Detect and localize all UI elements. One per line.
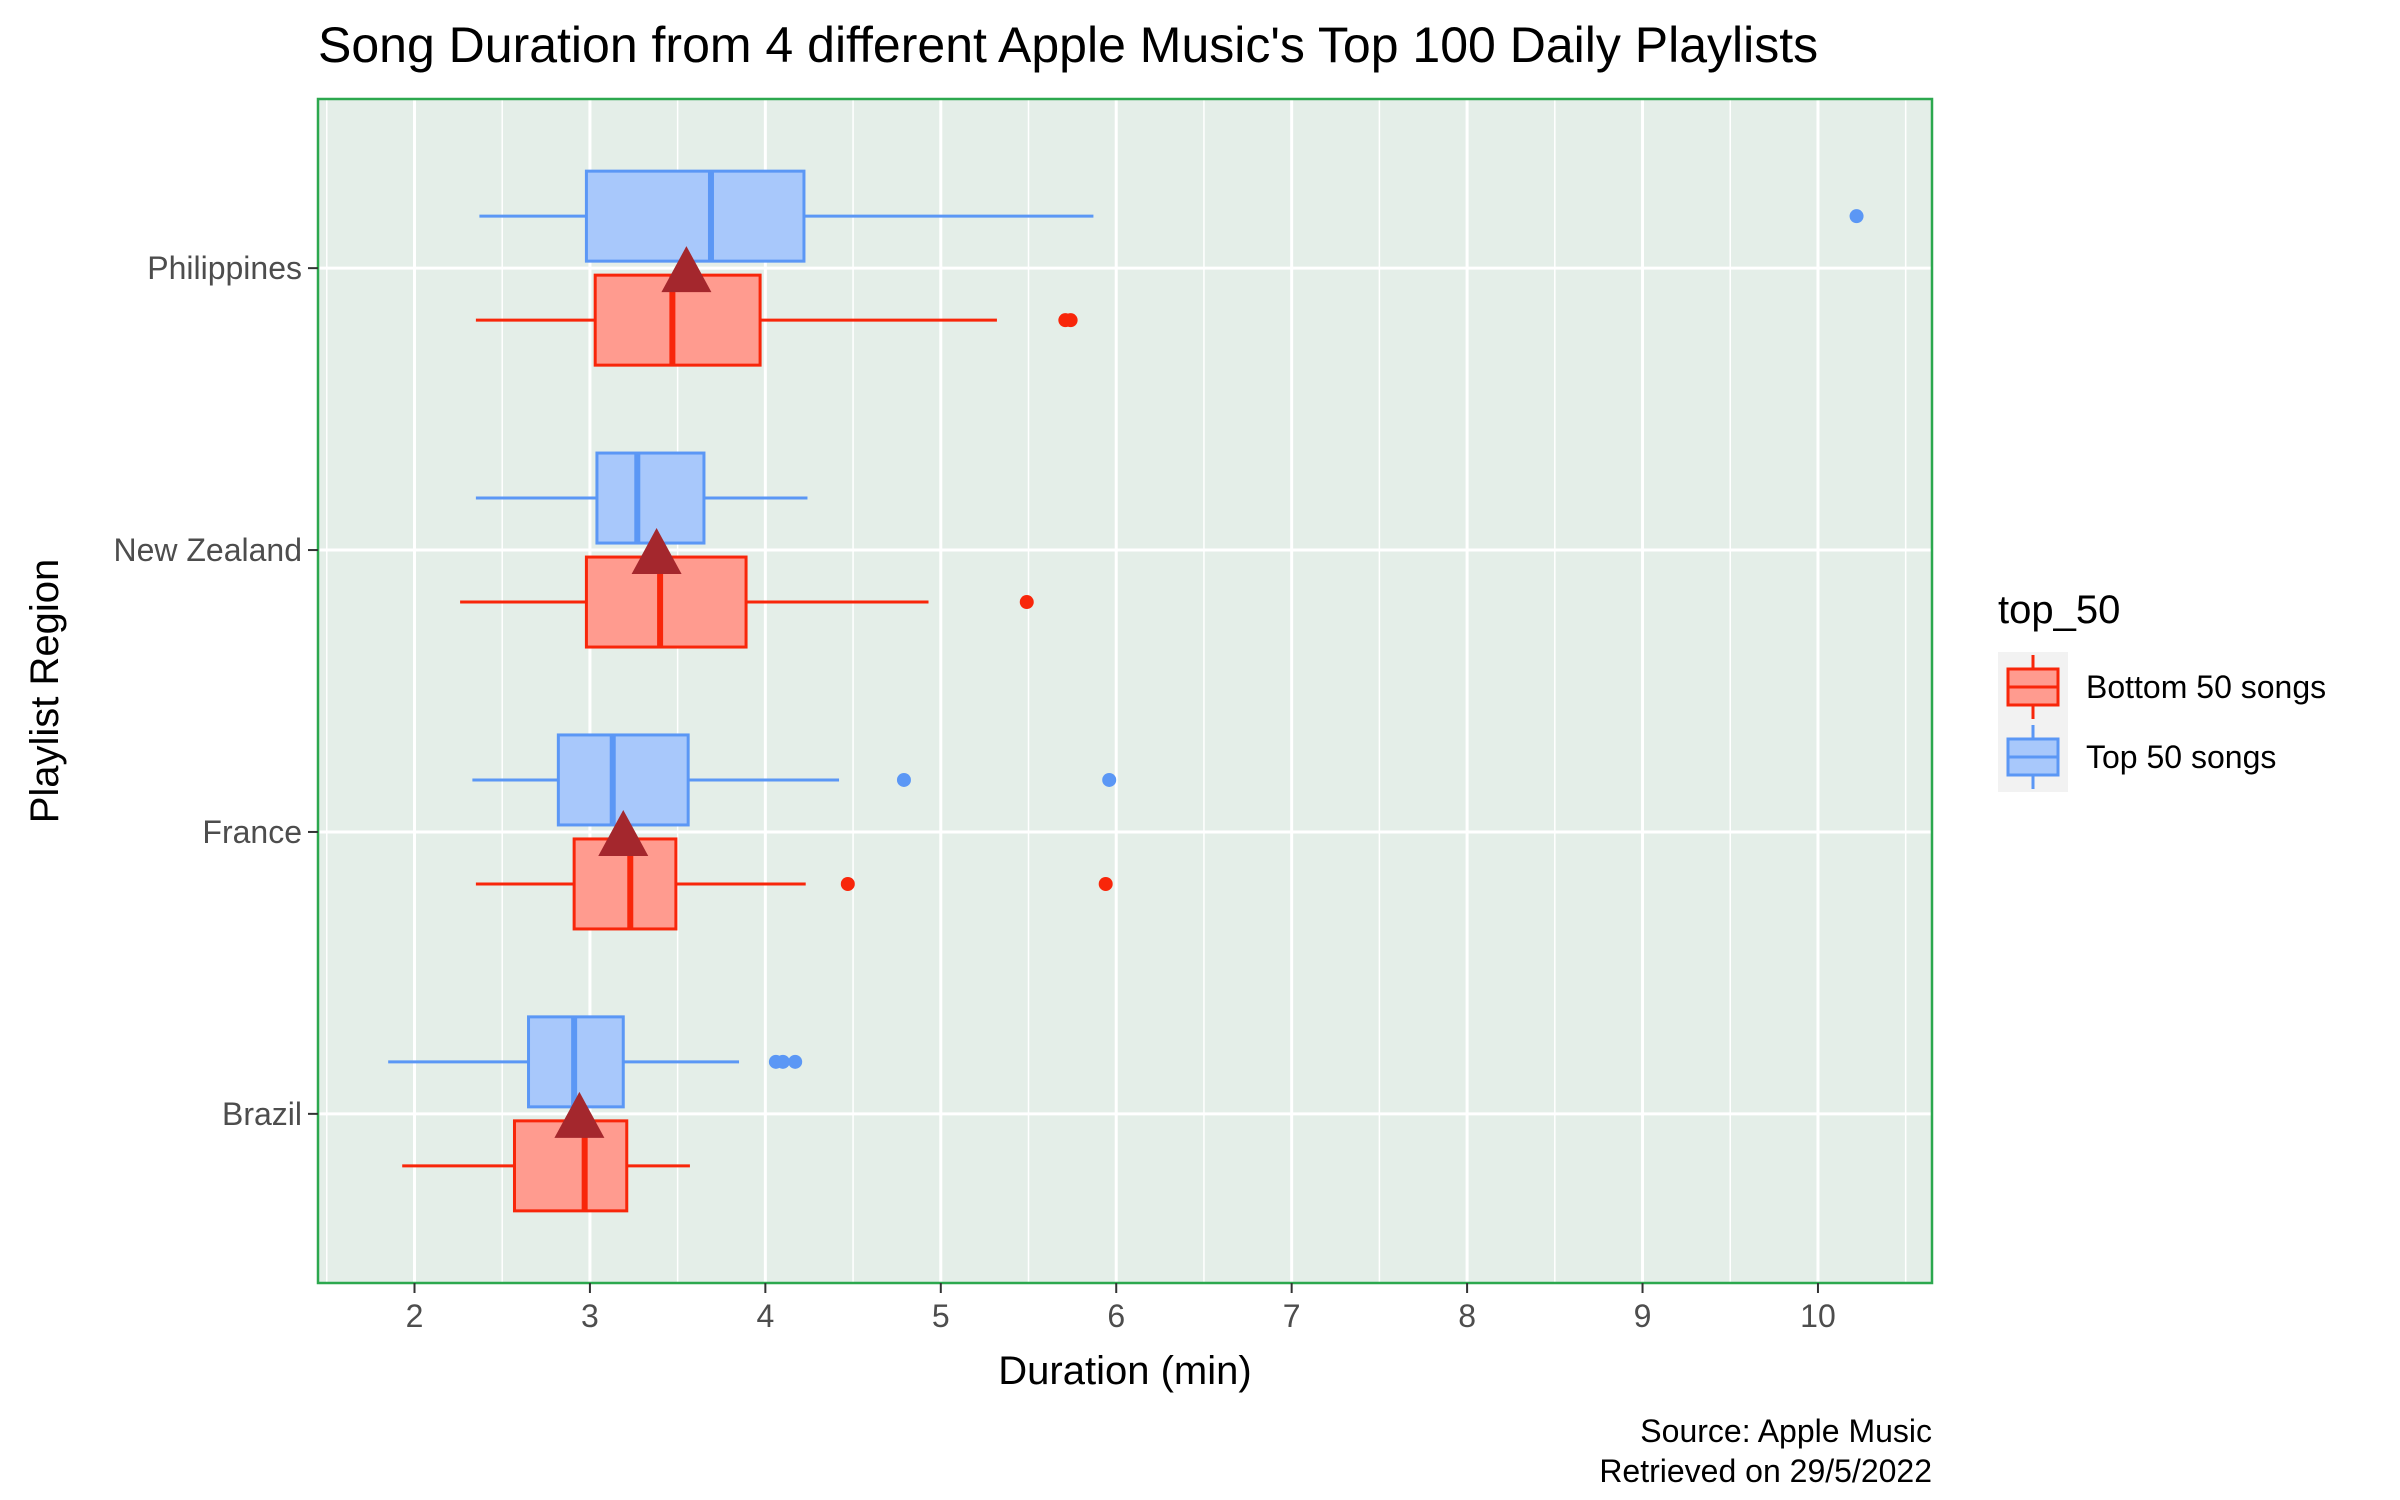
x-tick-label: 10 bbox=[1800, 1298, 1836, 1334]
legend-title: top_50 bbox=[1998, 588, 2120, 632]
outlier-point bbox=[1102, 772, 1117, 787]
x-tick-label: 4 bbox=[756, 1298, 774, 1334]
x-tick-label: 8 bbox=[1458, 1298, 1476, 1334]
legend-key-bottom-50 bbox=[2006, 655, 2060, 719]
x-tick-label: 5 bbox=[932, 1298, 950, 1334]
legend-key-top-50 bbox=[2006, 725, 2060, 789]
outlier-point bbox=[1019, 595, 1034, 610]
y-tick-label: New Zealand bbox=[113, 532, 302, 568]
y-axis-title: Playlist Region bbox=[23, 559, 67, 824]
y-tick-label: France bbox=[202, 814, 302, 850]
y-tick-label: Brazil bbox=[222, 1096, 302, 1132]
y-tick-label: Philippines bbox=[147, 250, 302, 286]
box-new-zealand bbox=[475, 451, 808, 545]
x-tick-label: 2 bbox=[406, 1298, 424, 1334]
outlier-point bbox=[1098, 876, 1113, 891]
outlier-point bbox=[1063, 313, 1078, 328]
legend-label: Top 50 songs bbox=[2086, 739, 2276, 775]
box-philippines bbox=[479, 169, 1864, 263]
caption-retrieved: Retrieved on 29/5/2022 bbox=[1599, 1453, 1932, 1489]
x-tick-label: 9 bbox=[1634, 1298, 1652, 1334]
box-iqr bbox=[584, 169, 806, 263]
mean-marker bbox=[598, 809, 649, 856]
box-iqr bbox=[595, 451, 706, 545]
gridlines bbox=[318, 99, 1932, 1283]
box-brazil bbox=[388, 1015, 803, 1109]
x-axis-title: Duration (min) bbox=[998, 1349, 1251, 1393]
plot-panel-border bbox=[316, 97, 1934, 1285]
x-tick-label: 6 bbox=[1107, 1298, 1125, 1334]
x-tick-label: 7 bbox=[1283, 1298, 1301, 1334]
mean-marker bbox=[631, 528, 682, 575]
legend: top_50 Bottom 50 songs Top 50 songs bbox=[1998, 588, 2326, 792]
mean-markers bbox=[554, 246, 712, 1138]
outlier-point bbox=[1849, 209, 1864, 224]
chart-title: Song Duration from 4 different Apple Mus… bbox=[318, 17, 1818, 73]
caption-source: Source: Apple Music bbox=[1640, 1413, 1932, 1449]
mean-marker bbox=[661, 246, 712, 293]
outlier-point bbox=[896, 772, 911, 787]
outlier-point bbox=[775, 1054, 790, 1069]
legend-label: Bottom 50 songs bbox=[2086, 669, 2326, 705]
outlier-point bbox=[840, 876, 855, 891]
axes: 2 3 4 5 6 7 8 9 10 Brazil France New Zealand Philipp… bbox=[113, 250, 1835, 1334]
x-tick-label: 3 bbox=[581, 1298, 599, 1334]
outlier-point bbox=[788, 1054, 803, 1069]
mean-marker bbox=[554, 1091, 605, 1138]
